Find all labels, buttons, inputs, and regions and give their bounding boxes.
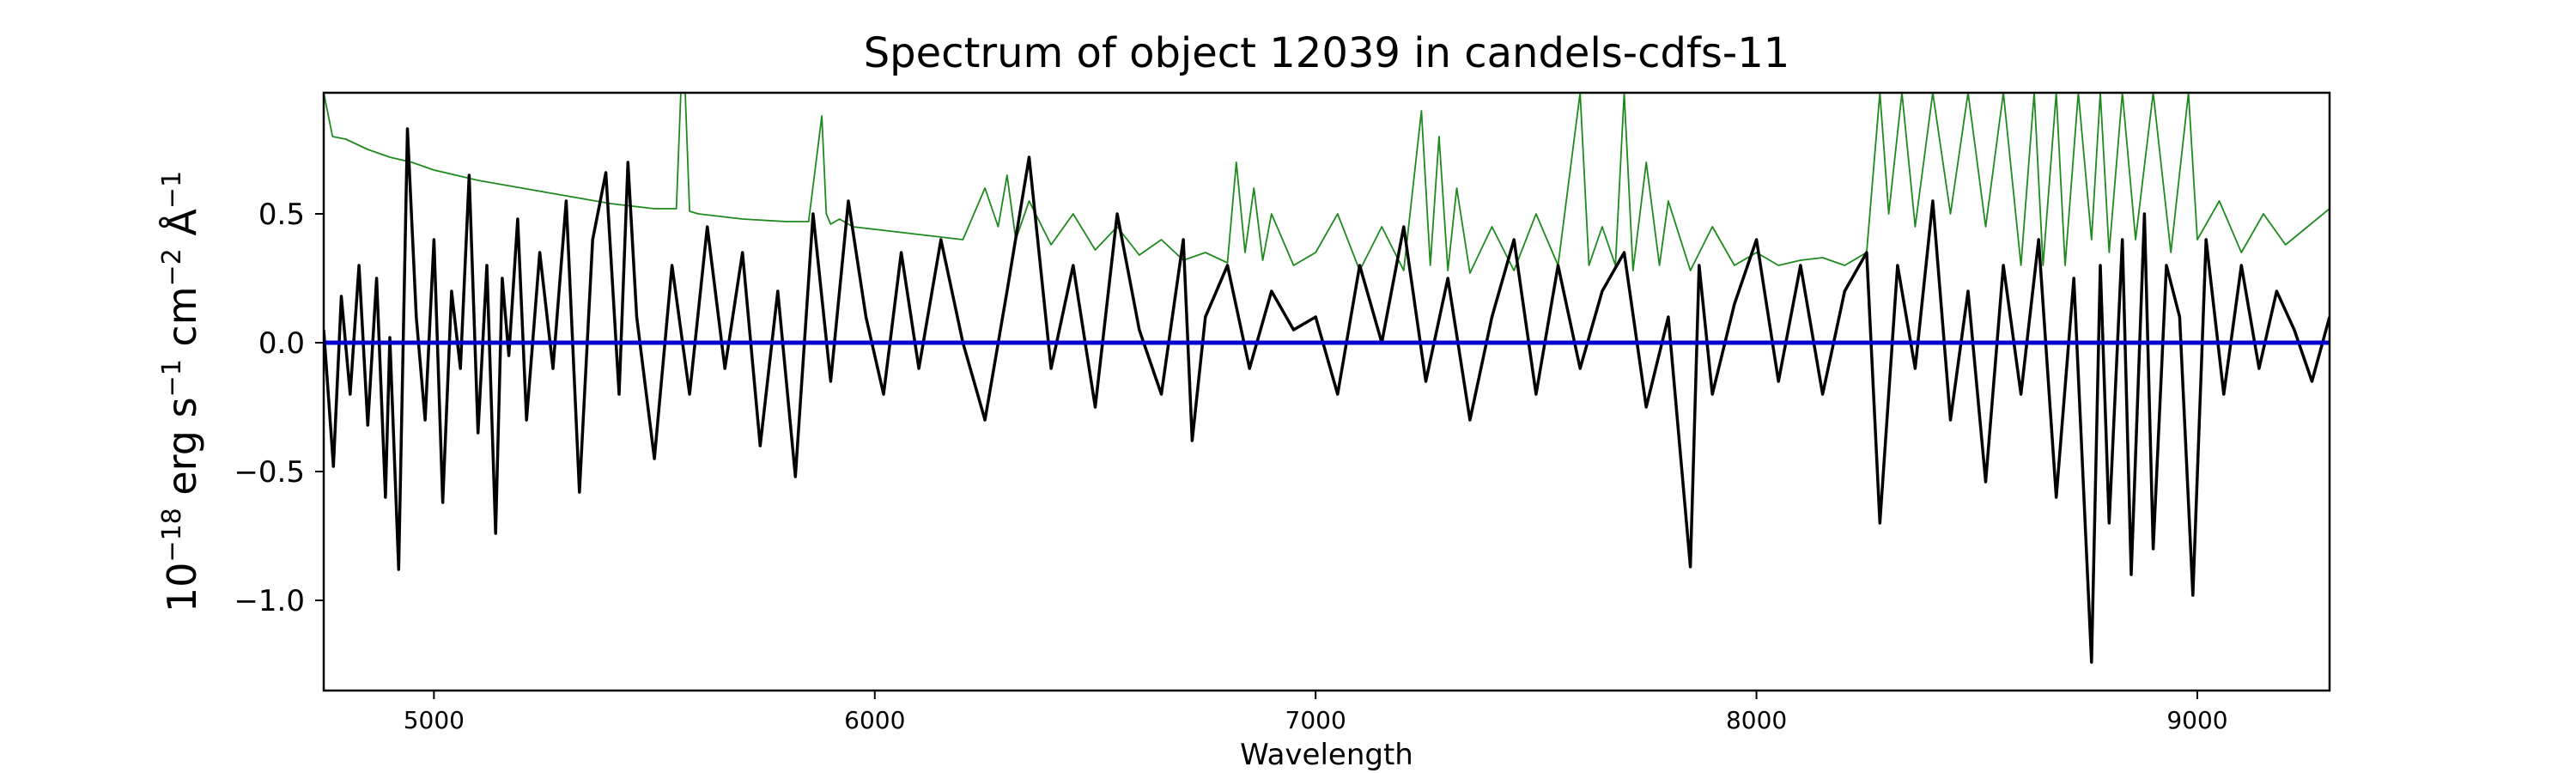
x-axis-label: Wavelength [1240,738,1413,772]
x-tick-label: 6000 [844,706,905,734]
y-tick-label: 0.0 [258,326,305,361]
x-tick-label: 8000 [1726,706,1787,734]
y-tick-label: −0.5 [234,455,305,490]
y-axis: 0.5 0.0 −0.5 −1.0 [234,198,324,618]
series-layer [324,93,2330,664]
y-label-exp4: −1 [157,171,187,209]
y-tick-label: −1.0 [234,584,305,618]
chart-title: Spectrum of object 12039 in candels-cdfs… [864,29,1790,77]
x-tick-label: 5000 [404,706,465,734]
y-label-base: 10 [159,563,205,613]
y-label-exp2: −1 [157,359,187,397]
y-label-exp3: −2 [157,248,187,286]
y-label-unit2: cm [159,286,205,359]
x-axis: 5000 6000 7000 8000 9000 [404,691,2228,734]
series-line-contamination [324,93,2330,274]
y-tick-label: 0.5 [258,198,305,232]
y-label-unit1: erg s [159,397,205,508]
x-tick-label: 9000 [2166,706,2227,734]
x-tick-label: 7000 [1285,706,1346,734]
y-label-unit3: Å [159,209,205,249]
y-label-exp1: −18 [157,508,187,562]
y-axis-label: 10−18 erg s−1 cm−2 Å−1 [157,171,205,612]
plot-frame [322,91,2331,692]
